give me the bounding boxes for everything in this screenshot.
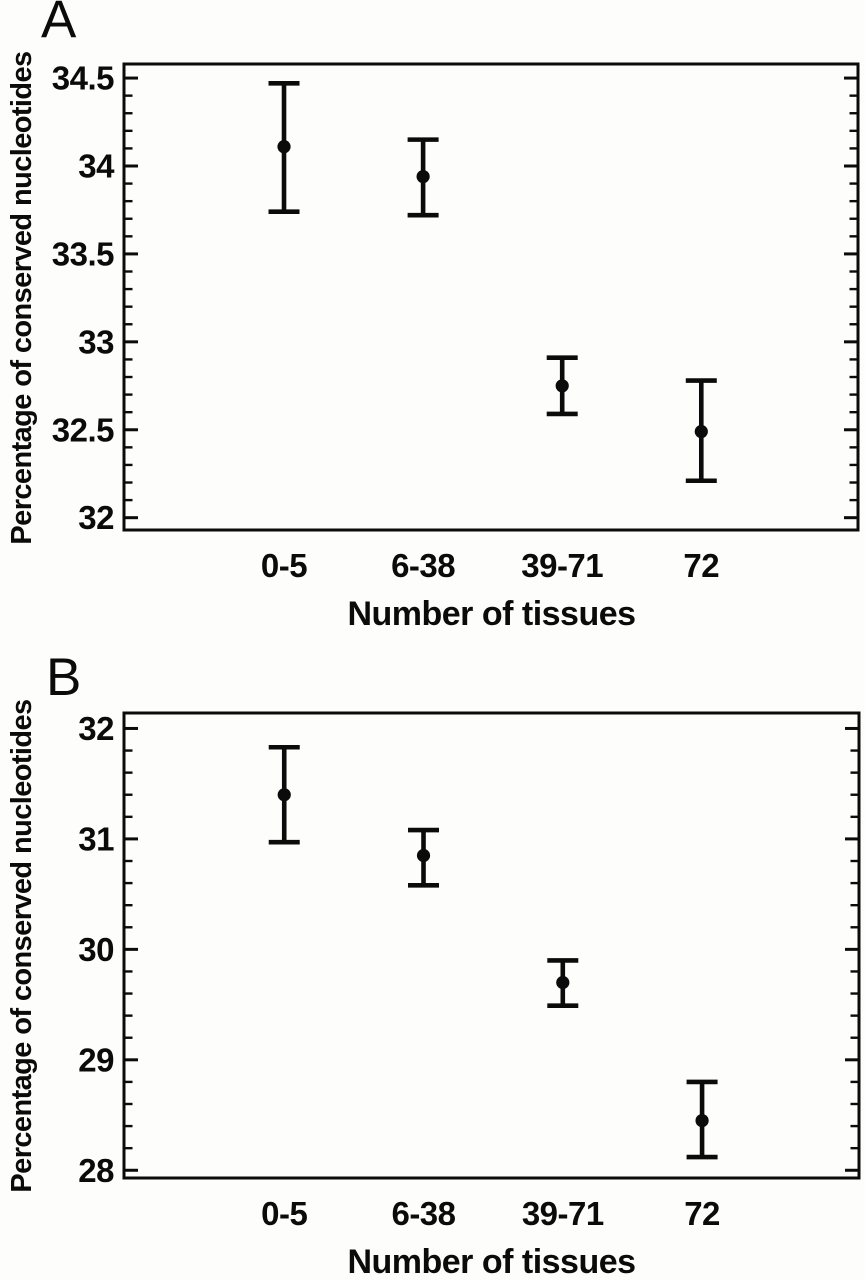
panel-b-y-tick-label: 31 <box>78 820 114 857</box>
panel-a-x-tick-label: 6-38 <box>391 547 455 584</box>
panel-b-data-point <box>416 848 431 863</box>
panel-b-data-point <box>556 975 570 990</box>
panel-b-data-point <box>277 788 291 802</box>
panel-a-x-axis-title: Number of tissues <box>347 595 636 633</box>
panel-a-data-point <box>555 379 569 393</box>
panel-a-data-point <box>277 140 291 154</box>
panel-b-y-tick-label: 28 <box>78 1152 114 1189</box>
panel-b-x-tick-label: 72 <box>684 1195 720 1232</box>
panel-b-y-tick-label: 29 <box>78 1041 114 1078</box>
panel-a-y-tick-label: 33 <box>78 323 114 360</box>
panel-a-y-tick-label: 32.5 <box>52 411 114 448</box>
panel-a-y-tick-label: 34 <box>78 147 115 184</box>
panel-a-frame <box>122 62 860 532</box>
panel-a-y-tick-label: 33.5 <box>52 235 114 272</box>
panel-a-x-tick-label: 0-5 <box>261 547 307 584</box>
panel-b-data-point <box>695 1113 709 1128</box>
panel-a-data-point <box>694 424 708 439</box>
panel-a-x-tick-label: 39-71 <box>521 547 603 584</box>
panel-a-data-point <box>416 169 430 184</box>
panel-b-x-tick-label: 39-71 <box>522 1195 604 1232</box>
panel-a-y-tick-label: 32 <box>78 499 114 536</box>
panel-b-x-axis-title: Number of tissues <box>347 1243 636 1280</box>
panel-a-y-tick-label: 34.5 <box>52 60 114 97</box>
panel-b-y-tick-label: 32 <box>78 710 114 747</box>
panel-a-x-tick-label: 72 <box>683 547 719 584</box>
panel-b-x-tick-label: 6-38 <box>391 1195 455 1232</box>
panel-b-frame <box>122 711 861 1180</box>
panel-b-x-tick-label: 0-5 <box>261 1195 307 1232</box>
panel-b-y-tick-label: 30 <box>78 931 114 968</box>
panel-b-label: B <box>46 648 82 707</box>
panel-a-label: A <box>41 0 77 49</box>
